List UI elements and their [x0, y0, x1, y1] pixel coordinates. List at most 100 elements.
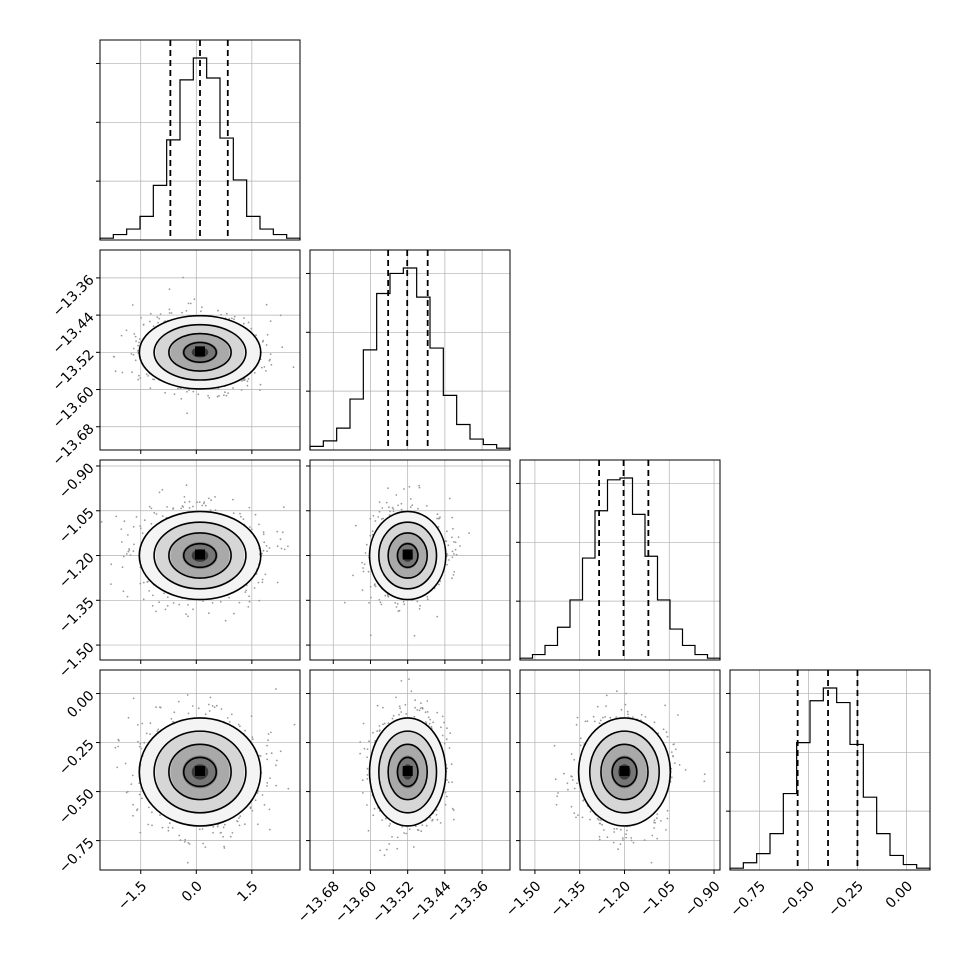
scatter-point: [136, 724, 139, 726]
scatter-point: [268, 828, 271, 831]
scatter-point: [110, 583, 112, 585]
scatter-point: [444, 791, 447, 794]
scatter-point: [249, 807, 252, 810]
scatter-point: [130, 783, 133, 785]
scatter-point: [133, 543, 135, 546]
density-3-2: [553, 690, 706, 864]
density-1-0: [112, 276, 295, 415]
contour-line: [182, 341, 218, 363]
scatter-point: [576, 716, 579, 719]
panel-frame: [309, 459, 511, 661]
scatter-point: [217, 309, 219, 312]
density-peak: [195, 346, 205, 357]
scatter-point: [173, 711, 176, 714]
density-peak: [195, 765, 205, 776]
scatter-point: [389, 823, 392, 825]
scatter-point: [400, 680, 403, 682]
scatter-point: [186, 412, 188, 415]
scatter-point: [447, 781, 450, 784]
scatter-point: [266, 785, 268, 787]
scatter-point: [359, 752, 361, 755]
scatter-point: [276, 759, 278, 762]
scatter-point: [389, 510, 391, 513]
contour-line: [168, 532, 232, 579]
scatter-point: [153, 511, 156, 514]
scatter-point: [242, 322, 245, 325]
scatter-point: [418, 608, 421, 610]
scatter-point: [613, 828, 616, 830]
scatter-point: [139, 742, 142, 745]
scatter-point: [259, 383, 262, 386]
scatter-point: [269, 320, 272, 322]
scatter-point: [159, 814, 161, 816]
scatter-point: [366, 804, 368, 806]
scatter-point: [376, 730, 378, 732]
scatter-point: [193, 298, 196, 301]
scatter-point: [446, 767, 448, 770]
scatter-point: [246, 380, 249, 383]
scatter-point: [263, 541, 266, 544]
scatter-point: [264, 573, 267, 576]
scatter-point: [567, 788, 569, 791]
scatter-point: [189, 302, 192, 305]
panel-frame: [309, 249, 511, 451]
scatter-point: [202, 842, 204, 845]
scatter-point: [198, 828, 201, 831]
scatter-point: [369, 534, 372, 537]
scatter-point: [352, 574, 354, 577]
scatter-point: [619, 843, 622, 846]
scatter-point: [382, 517, 384, 520]
scatter-point: [452, 527, 454, 530]
scatter-point: [232, 387, 234, 389]
scatter-point: [187, 712, 190, 715]
scatter-point: [224, 619, 227, 622]
scatter-point: [251, 809, 254, 812]
scatter-point: [665, 829, 667, 831]
panel-3-0: [96, 669, 301, 874]
scatter-point: [238, 601, 241, 604]
scatter-point: [146, 581, 149, 583]
scatter-point: [203, 501, 206, 503]
scatter-point: [139, 527, 142, 530]
scatter-point: [382, 723, 384, 726]
scatter-point: [362, 792, 364, 794]
scatter-point: [632, 716, 634, 718]
scatter-point: [624, 703, 627, 706]
scatter-point: [435, 813, 438, 816]
scatter-point: [244, 729, 246, 732]
scatter-point: [152, 378, 154, 381]
scatter-point: [383, 722, 386, 725]
scatter-point: [275, 688, 277, 690]
scatter-point: [240, 515, 242, 518]
density-peak: [402, 549, 413, 560]
histogram-0: [99, 57, 301, 240]
scatter-point: [211, 705, 214, 707]
scatter-point: [138, 745, 141, 748]
panel-frame: [99, 669, 301, 871]
scatter-point: [250, 327, 253, 330]
scatter-point: [378, 725, 381, 727]
scatter-point: [432, 721, 434, 724]
scatter-point: [440, 726, 442, 729]
scatter-point: [396, 836, 399, 839]
scatter-point: [222, 835, 224, 838]
scatter-point: [402, 600, 405, 603]
scatter-point: [155, 706, 157, 709]
scatter-point: [279, 538, 282, 541]
scatter-point: [135, 340, 137, 342]
scatter-point: [366, 756, 368, 759]
scatter-point: [405, 832, 408, 835]
scatter-point: [436, 818, 439, 821]
density-peak: [195, 549, 205, 560]
density-2-1: [343, 484, 470, 637]
scatter-point: [417, 507, 419, 510]
scatter-point: [403, 603, 406, 606]
scatter-point: [120, 334, 123, 337]
scatter-point: [214, 496, 216, 498]
scatter-point: [139, 831, 142, 834]
scatter-point: [622, 839, 624, 842]
panel-frame: [99, 249, 301, 451]
scatter-point: [361, 589, 364, 591]
scatter-point: [385, 848, 388, 851]
scatter-point: [172, 602, 175, 604]
